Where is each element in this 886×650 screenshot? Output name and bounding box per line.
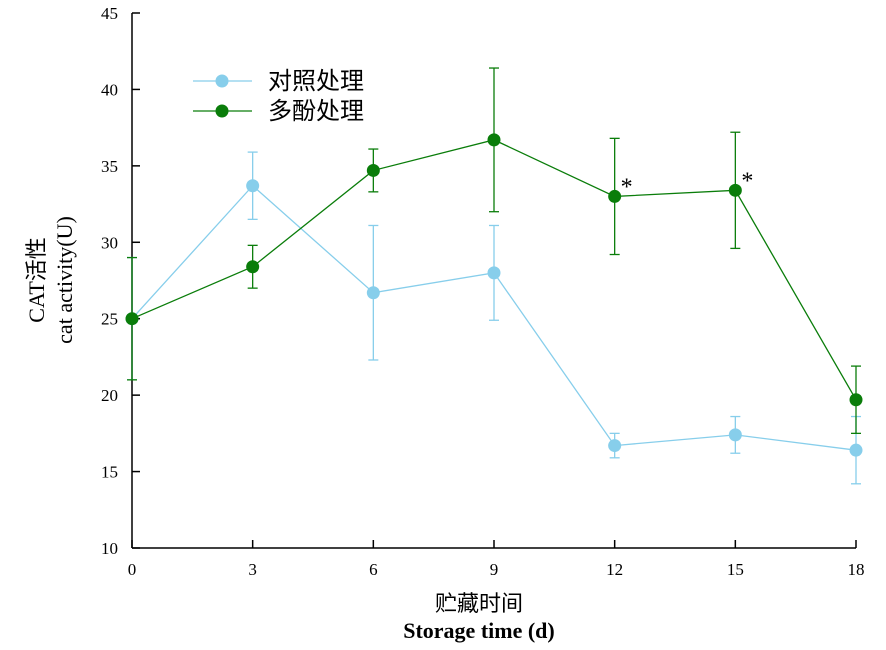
y-tick-label: 25 xyxy=(101,310,118,329)
significance-mark: * xyxy=(621,174,633,200)
series-2 xyxy=(125,67,863,435)
x-tick-label: 3 xyxy=(248,560,257,579)
legend-item-2: 多酚处理 xyxy=(193,98,364,125)
significance-mark: * xyxy=(741,168,753,194)
x-tick-label: 9 xyxy=(490,560,499,579)
x-axis-title-zh: 贮藏时间 xyxy=(435,591,523,616)
data-point xyxy=(366,286,380,300)
legend-marker xyxy=(215,104,229,118)
data-point xyxy=(246,179,260,193)
axes: 10 15 20 25 30 35 40 45 0 3 6 9 12 15 18 xyxy=(101,4,865,579)
data-point xyxy=(487,266,501,280)
x-tick-label: 15 xyxy=(727,560,744,579)
data-point xyxy=(246,260,260,274)
y-tick-label: 10 xyxy=(101,539,118,558)
y-axis-title-zh: CAT活性 xyxy=(24,237,49,323)
x-tick-label: 18 xyxy=(848,560,865,579)
legend-label: 多酚处理 xyxy=(268,98,364,125)
data-point xyxy=(608,189,622,203)
x-tick-label: 6 xyxy=(369,560,378,579)
legend-marker xyxy=(215,74,229,88)
y-tick-label: 45 xyxy=(101,4,118,23)
y-tick-label: 35 xyxy=(101,157,118,176)
data-point xyxy=(487,133,501,147)
y-tick-label: 30 xyxy=(101,233,118,252)
legend-item-1: 对照处理 xyxy=(193,68,364,95)
y-tick-label: 40 xyxy=(101,80,118,99)
y-tick-label: 15 xyxy=(101,463,118,482)
data-point xyxy=(849,443,863,457)
data-point xyxy=(849,393,863,407)
annotation-layer: * * xyxy=(621,168,754,200)
data-point xyxy=(125,312,139,326)
data-point xyxy=(728,428,742,442)
x-tick-label: 0 xyxy=(128,560,137,579)
y-tick-label: 20 xyxy=(101,386,118,405)
y-axis-title-en: cat activity(U) xyxy=(52,216,77,344)
x-axis-title-en: Storage time (d) xyxy=(403,618,555,643)
series-layer xyxy=(125,67,863,485)
x-tick-label: 12 xyxy=(606,560,623,579)
legend-label: 对照处理 xyxy=(268,68,364,95)
data-point xyxy=(366,163,380,177)
data-point xyxy=(608,439,622,453)
data-point xyxy=(728,183,742,197)
